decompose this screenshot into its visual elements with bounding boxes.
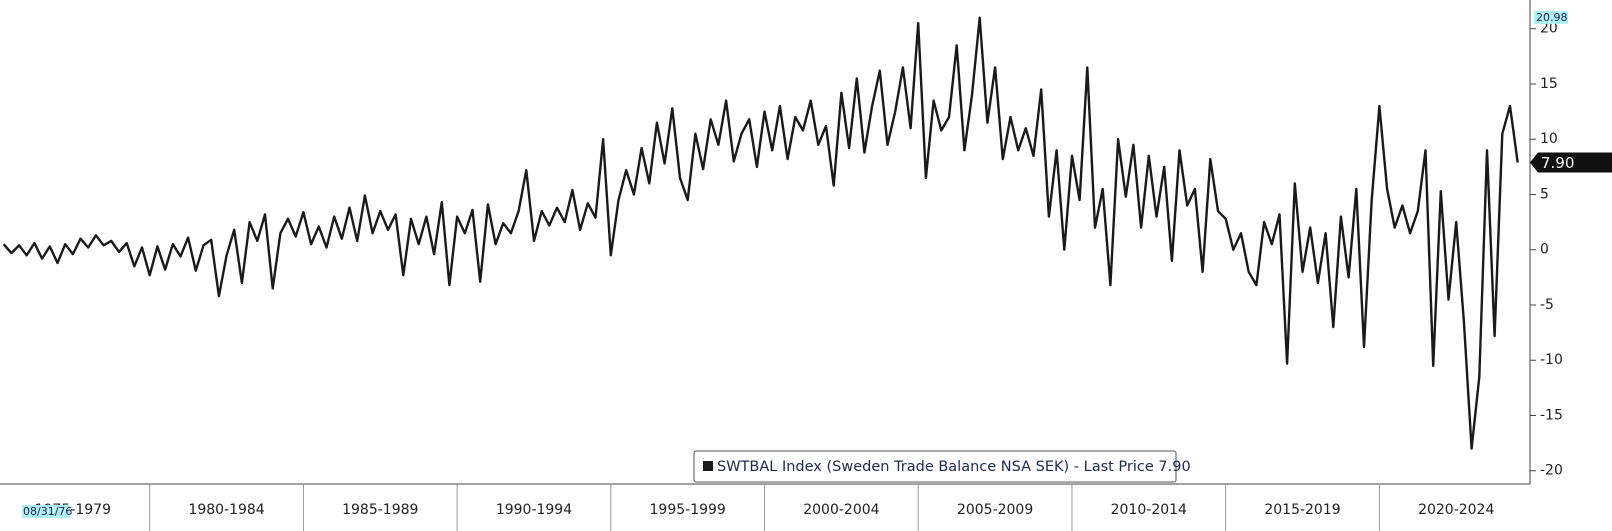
y-tick-label: -15 <box>1540 407 1563 423</box>
x-tick-label: 1980-1984 <box>188 502 264 518</box>
x-tick-label: 2020-2024 <box>1418 502 1494 518</box>
start-date: 08/31/76 <box>23 505 72 518</box>
data-line <box>2 16 1519 450</box>
y-tick-label: -10 <box>1540 352 1563 368</box>
x-tick-label: 2010-2014 <box>1111 502 1187 518</box>
badge-label: 20.98 <box>1536 11 1568 24</box>
y-tick-label: -20 <box>1540 463 1563 479</box>
x-tick-label: 1990-1994 <box>496 502 572 518</box>
x-tick-label: 2015-2019 <box>1264 502 1340 518</box>
y-tick-label: 5 <box>1540 186 1549 202</box>
legend-label: SWTBAL Index (Sweden Trade Balance NSA S… <box>717 459 1191 475</box>
y-tick-label: 10 <box>1540 131 1558 147</box>
legend: SWTBAL Index (Sweden Trade Balance NSA S… <box>693 450 1191 483</box>
x-tick-label: 2005-2009 <box>957 502 1033 518</box>
x-tick-label: 2000-2004 <box>803 502 879 518</box>
badge-label: 7.90 <box>1541 154 1574 172</box>
x-tick-label: 1995-1999 <box>650 502 726 518</box>
y-tick-label: 15 <box>1540 76 1558 92</box>
y-tick-label: 20 <box>1540 21 1558 37</box>
price-badge: 20.98 <box>1534 11 1568 24</box>
x-tick-label: 1985-1989 <box>342 502 418 518</box>
badge-bg <box>1530 152 1612 173</box>
legend-box <box>693 450 1177 483</box>
date-tag-bg <box>22 505 70 518</box>
legend-swatch <box>703 461 713 471</box>
price-badge: 7.90 <box>1530 152 1612 173</box>
y-tick-label: -5 <box>1540 297 1554 313</box>
y-tick-label: 0 <box>1540 242 1549 258</box>
badge-bg <box>1534 10 1568 24</box>
